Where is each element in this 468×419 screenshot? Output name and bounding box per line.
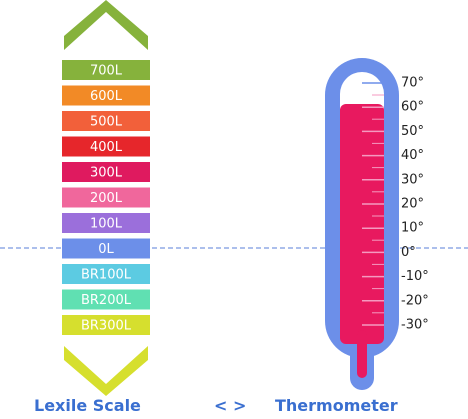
temperature-label: -30° xyxy=(401,318,429,333)
temperature-label: -20° xyxy=(401,293,429,308)
lexile-label: 600L xyxy=(90,89,123,104)
lexile-label: 700L xyxy=(90,64,123,79)
lexile-label: 400L xyxy=(90,140,123,155)
thermometer-bulb xyxy=(357,330,367,378)
temperature-label: -10° xyxy=(401,269,429,284)
lexile-label: 300L xyxy=(90,166,123,181)
down-arrow xyxy=(64,346,148,396)
lexile-label: BR200L xyxy=(81,293,132,308)
temperature-label: 40° xyxy=(401,148,424,163)
lexile-label: 0L xyxy=(98,242,114,257)
temperature-label: 20° xyxy=(401,197,424,212)
lexile-label: BR300L xyxy=(81,319,132,334)
caption-left: Lexile Scale xyxy=(34,396,141,415)
lexile-label: 200L xyxy=(90,191,123,206)
temperature-label: 0° xyxy=(401,245,416,260)
temperature-label: 50° xyxy=(401,124,424,139)
temperature-label: 60° xyxy=(401,100,424,115)
up-arrow xyxy=(64,0,148,50)
caption-separator: < > xyxy=(214,396,246,415)
temperature-label: 70° xyxy=(401,76,424,91)
thermometer-fill xyxy=(340,104,384,344)
temperature-label: 10° xyxy=(401,221,424,236)
diagram: Lexile Scale < > Thermometer 700L 600L 500… xyxy=(0,0,468,419)
lexile-label: 500L xyxy=(90,115,123,130)
lexile-label: 100L xyxy=(90,217,123,232)
lexile-label: BR100L xyxy=(81,268,132,283)
temperature-label: 30° xyxy=(401,172,424,187)
caption-right: Thermometer xyxy=(275,396,398,415)
